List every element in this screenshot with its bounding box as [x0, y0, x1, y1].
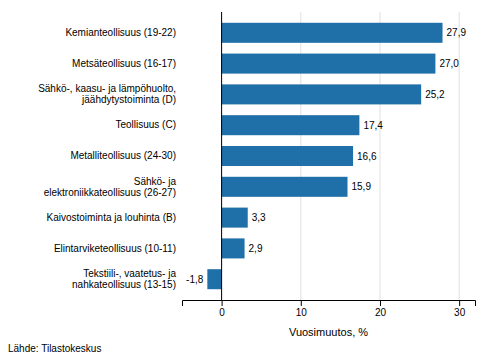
data-label: -1,8	[186, 274, 204, 285]
x-tick-label: 10	[296, 307, 308, 318]
x-tick-mark	[222, 300, 223, 306]
bars	[207, 23, 442, 289]
y-tick-label-line: Tekstiili-, vaatetus- ja	[83, 268, 176, 279]
y-tick-label-line: elektroniikkateollisuus (26-27)	[44, 187, 176, 198]
y-tick-label: Kaivostoiminta ja louhinta (B)	[46, 212, 176, 223]
y-tick: Elintarviketeollisuus (10-11)	[54, 243, 182, 254]
y-tick-label-line: nahkateollisuus (13-15)	[72, 279, 176, 290]
y-tick-label-line: Sähkö-, kaasu- ja lämpöhuolto,	[38, 83, 176, 94]
bar	[222, 54, 436, 74]
x-tick-mark	[459, 300, 460, 306]
source: Lähde: Tilastokeskus	[8, 343, 101, 354]
bar	[222, 146, 353, 166]
y-tick: Sähkö-, kaasu- ja lämpöhuolto,jäähdytyst…	[38, 83, 182, 105]
y-tick-label-line: Metsäteollisuus (16-17)	[72, 58, 176, 69]
y-tick: Kemianteollisuus (19-22)	[65, 27, 182, 38]
data-label: 17,4	[363, 120, 383, 131]
data-label: 3,3	[252, 212, 266, 223]
y-axis: Tekstiili-, vaatetus- janahkateollisuus …	[38, 27, 182, 290]
y-tick-label: Kemianteollisuus (19-22)	[65, 27, 176, 38]
bar	[222, 177, 348, 197]
x-axis-line	[183, 301, 476, 307]
x-tick-label: 20	[375, 307, 387, 318]
y-tick-label: Tekstiili-, vaatetus- janahkateollisuus …	[72, 268, 176, 290]
y-tick: Sähkö- jaelektroniikkateollisuus (26-27)	[44, 176, 182, 198]
y-tick-label-line: Elintarviketeollisuus (10-11)	[54, 243, 176, 254]
y-tick-label: Sähkö-, kaasu- ja lämpöhuolto,jäähdytyst…	[38, 83, 176, 105]
grid-line	[459, 12, 460, 300]
data-label: 25,2	[425, 89, 445, 100]
chart-container: 0 10 20 30 Tekstiili-, vaatetus- janahkateol…	[0, 0, 493, 360]
bar	[222, 238, 245, 258]
data-labels: -1,8 2,9 3,3 15,9 16,6 17,4 25,2 27,0 27,9	[186, 27, 466, 284]
grid	[222, 12, 460, 300]
y-tick-label: Teollisuus (C)	[115, 119, 176, 130]
y-tick-label: Sähkö- jaelektroniikkateollisuus (26-27)	[44, 176, 177, 198]
data-label: 15,9	[352, 181, 372, 192]
plot: 0 10 20 30 Tekstiili-, vaatetus- janahkateol…	[38, 12, 475, 318]
x-tick-mark	[301, 300, 302, 306]
y-tick-label: Metsäteollisuus (16-17)	[72, 58, 176, 69]
data-label: 16,6	[357, 151, 377, 162]
bar	[207, 269, 221, 289]
x-tick-label: 30	[454, 307, 466, 318]
y-tick-label-line: Metalliteollisuus (24-30)	[70, 150, 176, 161]
x-axis-title: Vuosimuutos, %	[289, 326, 368, 338]
y-tick-label-line: Kemianteollisuus (19-22)	[65, 27, 176, 38]
y-tick-label: Metalliteollisuus (24-30)	[70, 150, 176, 161]
bar	[222, 208, 248, 228]
x-tick: 30	[454, 300, 466, 318]
y-tick-label: Elintarviketeollisuus (10-11)	[54, 243, 176, 254]
x-axis: 0 10 20 30	[183, 300, 476, 318]
y-tick: Kaivostoiminta ja louhinta (B)	[46, 212, 182, 223]
y-tick: Metalliteollisuus (24-30)	[70, 150, 182, 161]
zero-line	[221, 12, 222, 300]
y-tick: Tekstiili-, vaatetus- janahkateollisuus …	[72, 268, 182, 290]
x-tick-label: 0	[219, 307, 225, 318]
x-tick: 10	[296, 300, 308, 318]
bar	[222, 115, 360, 135]
x-tick: 0	[219, 300, 225, 318]
data-label: 27,0	[439, 58, 459, 69]
bar	[222, 23, 443, 43]
data-label: 2,9	[249, 243, 263, 254]
chart: 0 10 20 30 Tekstiili-, vaatetus- janahkateol…	[0, 0, 493, 360]
bar	[222, 84, 422, 104]
data-label: 27,9	[447, 27, 467, 38]
x-tick-mark	[380, 300, 381, 306]
y-tick-label-line: Sähkö- ja	[134, 176, 177, 187]
y-tick-label-line: Kaivostoiminta ja louhinta (B)	[46, 212, 176, 223]
y-tick: Teollisuus (C)	[115, 119, 182, 130]
y-tick-label-line: jäähdytystoiminta (D)	[81, 94, 176, 105]
y-tick: Metsäteollisuus (16-17)	[72, 58, 182, 69]
y-tick-label-line: Teollisuus (C)	[115, 119, 176, 130]
grid-line	[221, 12, 222, 300]
x-tick: 20	[375, 300, 387, 318]
